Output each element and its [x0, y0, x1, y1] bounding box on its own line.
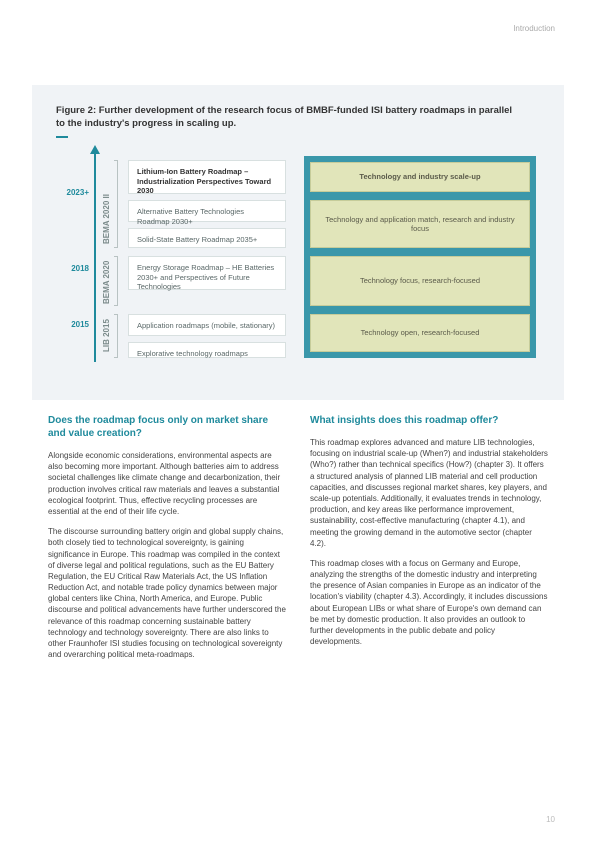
figure-title: Figure 2: Further development of the res…	[56, 105, 540, 131]
focus-research: Technology focus, research-focused	[310, 256, 530, 306]
bracket-2	[114, 256, 118, 306]
axis-line	[94, 152, 96, 362]
roadmap-energy: Energy Storage Roadmap – HE Batteries 20…	[128, 256, 286, 290]
year-2023: 2023+	[56, 188, 89, 197]
figure-block: Figure 2: Further development of the res…	[32, 85, 564, 400]
body-columns: Does the roadmap focus only on market sh…	[48, 414, 548, 669]
roadmap-lib: Lithium-Ion Battery Roadmap – Industrial…	[128, 160, 286, 194]
para-1b: The discourse surrounding battery origin…	[48, 526, 286, 660]
figure-title-line2: to the industry's progress in scaling up…	[56, 118, 236, 129]
question-1: Does the roadmap focus only on market sh…	[48, 414, 286, 440]
group-bema2020: BEMA 2020	[102, 261, 111, 304]
para-2b: This roadmap closes with a focus on Germ…	[310, 558, 548, 648]
column-left: Does the roadmap focus only on market sh…	[48, 414, 286, 669]
focus-open: Technology open, research-focused	[310, 314, 530, 352]
figure-title-line1: Figure 2: Further development of the res…	[56, 105, 512, 116]
question-2: What insights does this roadmap offer?	[310, 414, 548, 427]
page-number: 10	[546, 815, 555, 824]
bracket-1	[114, 160, 118, 248]
para-1a: Alongside economic considerations, envir…	[48, 450, 286, 517]
diagram: 2023+ 2018 2015 BEMA 2020 II BEMA 2020 L…	[56, 152, 540, 372]
year-2015: 2015	[56, 320, 89, 329]
group-lib2015: LIB 2015	[102, 319, 111, 352]
para-2a: This roadmap explores advanced and matur…	[310, 437, 548, 549]
roadmap-alt: Alternative Battery Technologies Roadmap…	[128, 200, 286, 222]
focus-match: Technology and application match, resear…	[310, 200, 530, 248]
roadmap-explorative: Explorative technology roadmaps	[128, 342, 286, 358]
year-2018: 2018	[56, 264, 89, 273]
axis-arrow-icon	[90, 145, 100, 154]
group-bema2020ii: BEMA 2020 II	[102, 194, 111, 244]
underline-mark	[56, 136, 68, 139]
roadmap-app: Application roadmaps (mobile, stationary…	[128, 314, 286, 336]
focus-scaleup: Technology and industry scale-up	[310, 162, 530, 192]
column-right: What insights does this roadmap offer? T…	[310, 414, 548, 669]
bracket-3	[114, 314, 118, 358]
header-label: Introduction	[513, 24, 555, 33]
roadmap-ssb: Solid-State Battery Roadmap 2035+	[128, 228, 286, 248]
